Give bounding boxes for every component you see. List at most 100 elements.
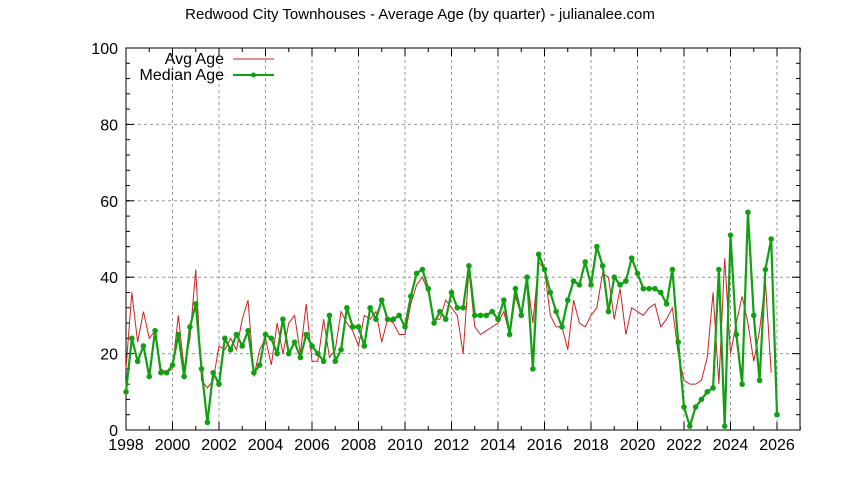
median-age-marker <box>506 331 513 338</box>
x-tick-label: 2000 <box>155 437 191 454</box>
median-age-marker <box>634 270 641 277</box>
median-age-marker <box>745 209 751 216</box>
median-age-marker <box>460 304 466 311</box>
median-age-marker <box>640 285 647 292</box>
plot-frame <box>125 47 801 431</box>
median-age-marker <box>553 308 559 315</box>
median-age-marker <box>692 404 699 410</box>
median-age-marker <box>355 324 362 330</box>
median-age-marker <box>477 312 484 319</box>
median-age-marker <box>361 343 368 349</box>
median-age-marker <box>373 316 379 323</box>
median-age-marker <box>315 350 321 357</box>
legend-label-median-age: Median Age <box>139 67 224 84</box>
median-age-marker <box>303 331 309 338</box>
median-age-marker <box>594 243 600 250</box>
median-age-marker <box>733 331 740 338</box>
median-age-marker <box>704 389 711 395</box>
x-tick-label: 2020 <box>620 437 656 454</box>
x-axis: 1998 2000 2002 2004 2006 2008 2010 2012 2014 2016… <box>108 48 795 454</box>
y-axis: 0 20 40 60 80 100 <box>91 41 800 440</box>
median-age-marker <box>687 423 693 429</box>
median-age-marker <box>762 266 769 273</box>
median-age-marker <box>163 369 170 376</box>
x-tick-label: 2022 <box>666 437 702 454</box>
median-age-marker <box>169 362 176 368</box>
median-age-marker <box>245 327 251 334</box>
median-age-marker <box>326 312 333 319</box>
median-age-marker <box>716 266 722 273</box>
median-age-marker <box>681 404 687 410</box>
median-age-marker <box>390 316 397 323</box>
median-age-marker <box>617 282 623 288</box>
median-age-marker <box>129 335 135 342</box>
median-age-marker <box>297 354 304 361</box>
x-tick-label: 2018 <box>573 437 609 454</box>
median-age-marker <box>524 274 530 281</box>
median-age-marker <box>605 308 612 315</box>
x-tick-label: 2012 <box>434 437 470 454</box>
series-median-age <box>123 209 780 429</box>
median-age-marker <box>280 316 286 323</box>
median-age-marker <box>442 316 449 323</box>
median-age-marker <box>512 285 519 292</box>
median-age-marker <box>559 324 565 330</box>
median-age-marker <box>134 358 141 365</box>
legend: Avg Age Median Age <box>139 51 274 84</box>
median-age-marker <box>384 316 391 323</box>
median-age-marker <box>454 304 461 311</box>
median-age-marker <box>198 366 205 372</box>
median-age-marker <box>750 312 757 319</box>
median-age-marker <box>547 289 554 296</box>
median-age-marker <box>309 343 315 349</box>
median-age-marker <box>256 362 263 368</box>
x-tick-label: 2014 <box>480 437 516 454</box>
median-age-marker <box>158 369 164 376</box>
x-tick-label: 2008 <box>341 437 377 454</box>
median-age-marker <box>489 308 495 315</box>
median-age-marker <box>739 381 745 387</box>
median-age-marker <box>268 335 275 342</box>
x-tick-label: 2004 <box>248 437 284 454</box>
median-age-marker <box>396 312 402 319</box>
median-age-marker <box>611 274 618 281</box>
median-age-marker <box>501 297 507 303</box>
median-age-marker <box>483 312 490 319</box>
legend-label-avg-age: Avg Age <box>165 51 224 68</box>
median-age-marker <box>285 350 292 357</box>
y-tick-label: 0 <box>109 423 118 440</box>
median-age-marker <box>599 262 606 269</box>
median-age-marker <box>222 335 228 342</box>
y-tick-label: 40 <box>100 270 118 287</box>
median-age-marker <box>535 251 542 258</box>
median-age-marker <box>530 366 536 372</box>
median-age-marker <box>710 385 716 391</box>
median-age-marker <box>408 293 414 300</box>
median-age-marker <box>338 346 344 353</box>
x-tick-label: 2006 <box>294 437 330 454</box>
chart-title: Redwood City Townhouses - Average Age (b… <box>185 6 655 23</box>
median-age-marker <box>146 373 153 380</box>
median-age-marker <box>413 270 420 277</box>
x-tick-label: 1998 <box>108 437 144 454</box>
median-age-marker <box>227 346 234 353</box>
median-age-marker <box>175 331 182 338</box>
median-age-marker <box>216 381 222 387</box>
median-age-marker <box>251 369 257 376</box>
median-age-marker <box>663 301 670 307</box>
y-tick-label: 100 <box>91 41 118 58</box>
x-tick-label: 2026 <box>759 437 795 454</box>
median-age-marker <box>152 327 158 334</box>
median-age-marker <box>669 266 676 273</box>
minor-ticks <box>126 47 801 431</box>
median-age-marker <box>192 301 199 307</box>
median-age-marker <box>419 266 426 273</box>
median-age-marker <box>402 324 408 330</box>
median-age-marker <box>378 297 385 303</box>
median-age-marker <box>233 331 240 338</box>
median-age-marker <box>588 282 594 288</box>
median-age-marker <box>657 289 664 296</box>
median-age-marker <box>623 278 629 284</box>
median-age-marker <box>675 339 681 345</box>
